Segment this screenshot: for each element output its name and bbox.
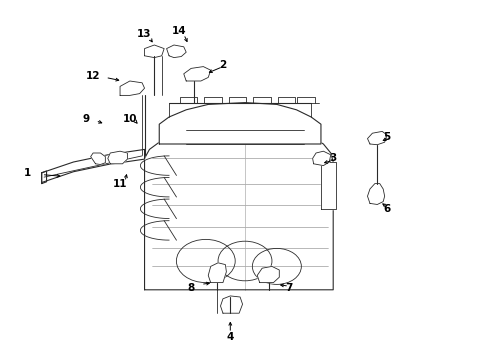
Polygon shape	[42, 149, 145, 183]
Text: 8: 8	[188, 283, 195, 293]
Text: 7: 7	[285, 283, 293, 293]
Text: 4: 4	[226, 332, 234, 342]
Polygon shape	[120, 81, 145, 95]
Polygon shape	[167, 45, 186, 58]
Text: 9: 9	[82, 114, 89, 124]
Text: 10: 10	[122, 114, 137, 124]
Text: 5: 5	[384, 132, 391, 142]
Text: 2: 2	[220, 60, 226, 70]
Polygon shape	[184, 67, 211, 81]
Text: 13: 13	[137, 29, 152, 39]
Polygon shape	[313, 151, 331, 166]
Text: 11: 11	[113, 179, 127, 189]
Polygon shape	[145, 127, 333, 290]
Text: 6: 6	[384, 204, 391, 214]
Text: 14: 14	[172, 26, 186, 36]
Polygon shape	[321, 162, 336, 209]
Text: 12: 12	[86, 71, 100, 81]
Polygon shape	[91, 153, 105, 165]
Polygon shape	[208, 263, 226, 283]
Polygon shape	[159, 103, 321, 144]
Polygon shape	[108, 151, 127, 164]
Text: 3: 3	[330, 153, 337, 163]
Polygon shape	[368, 131, 387, 145]
Polygon shape	[257, 266, 279, 283]
Polygon shape	[220, 296, 243, 313]
Polygon shape	[368, 184, 385, 204]
Polygon shape	[145, 45, 164, 58]
Text: 1: 1	[24, 168, 30, 178]
